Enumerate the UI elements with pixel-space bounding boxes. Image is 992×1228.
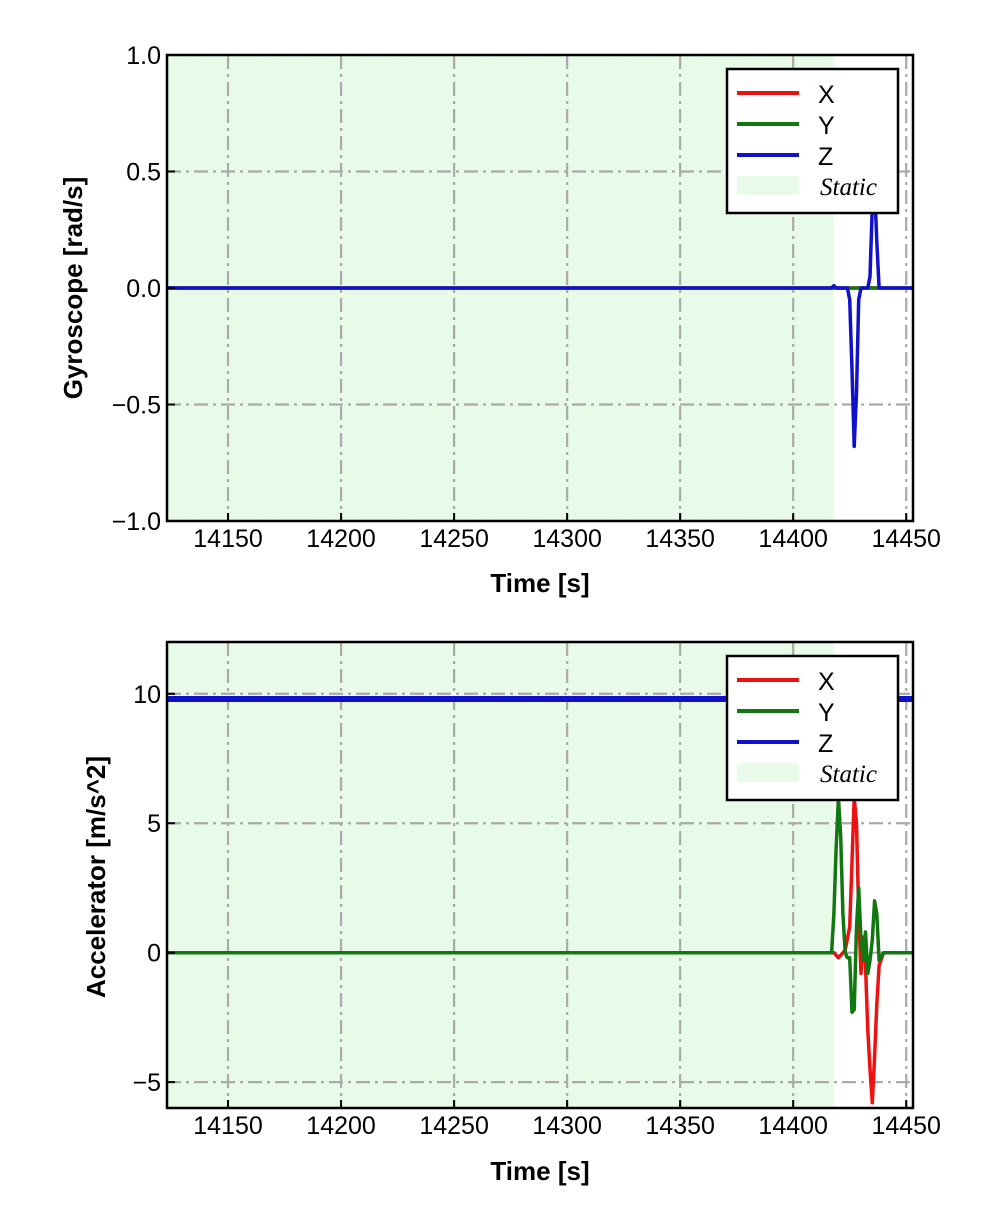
accelerator-panel: 14150 14200 14250 14300 14350 14400 14450 −5 0 5 1… — [81, 640, 941, 1186]
plot-frame — [165, 640, 915, 1110]
x-tick-label: 14300 — [532, 1112, 602, 1140]
y-tick-label: 1.0 — [126, 42, 161, 70]
y-tick-label: −1.0 — [112, 508, 161, 536]
legend-label-z: Z — [818, 143, 833, 171]
legend-swatch-static — [737, 763, 799, 782]
y-axis-label: Accelerator [m/s^2] — [81, 756, 111, 998]
x-tick-label: 14200 — [306, 525, 376, 553]
static-region — [167, 642, 834, 1108]
y-tick-label: −5 — [132, 1069, 161, 1097]
axis-ticks: 14150 14200 14250 14300 14350 14400 14450 −1.0 −… — [112, 42, 941, 553]
legend-label-y: Y — [818, 112, 835, 140]
x-tick-label: 14450 — [871, 1112, 941, 1140]
legend: X Y Z Static — [725, 67, 900, 215]
x-axis-label: Time [s] — [490, 568, 589, 598]
x-tick-label: 14150 — [193, 1112, 263, 1140]
legend-label-y: Y — [818, 699, 835, 727]
legend-swatch-static — [737, 176, 799, 195]
x-tick-label: 14150 — [193, 525, 263, 553]
x-tick-label: 14400 — [758, 1112, 828, 1140]
y-tick-label: 10 — [133, 681, 161, 709]
y-tick-label: 0.0 — [126, 275, 161, 303]
legend-label-z: Z — [818, 730, 833, 758]
axis-ticks: 14150 14200 14250 14300 14350 14400 14450 −5 0 5 1… — [132, 681, 940, 1140]
y-tick-label: 0 — [147, 940, 161, 968]
x-tick-label: 14200 — [306, 1112, 376, 1140]
x-tick-label: 14400 — [758, 525, 828, 553]
legend: X Y Z Static — [725, 654, 900, 802]
static-shade — [167, 642, 834, 1108]
y-tick-label: −0.5 — [112, 392, 161, 420]
gyroscope-panel: 14150 14200 14250 14300 14350 14400 14450 −1.0 −… — [58, 42, 941, 598]
y-axis-label: Gyroscope [rad/s] — [58, 177, 88, 400]
y-tick-label: 0.5 — [126, 159, 161, 187]
y-tick-label: 5 — [147, 810, 161, 838]
x-axis-label: Time [s] — [490, 1156, 589, 1186]
legend-label-static: Static — [820, 761, 877, 788]
x-tick-label: 14450 — [871, 525, 941, 553]
x-tick-label: 14250 — [419, 525, 489, 553]
x-tick-label: 14350 — [645, 1112, 715, 1140]
x-tick-label: 14250 — [419, 1112, 489, 1140]
legend-label-x: X — [818, 668, 835, 696]
x-tick-label: 14350 — [645, 525, 715, 553]
x-tick-label: 14300 — [532, 525, 602, 553]
legend-label-static: Static — [820, 174, 877, 201]
legend-label-x: X — [818, 81, 835, 109]
